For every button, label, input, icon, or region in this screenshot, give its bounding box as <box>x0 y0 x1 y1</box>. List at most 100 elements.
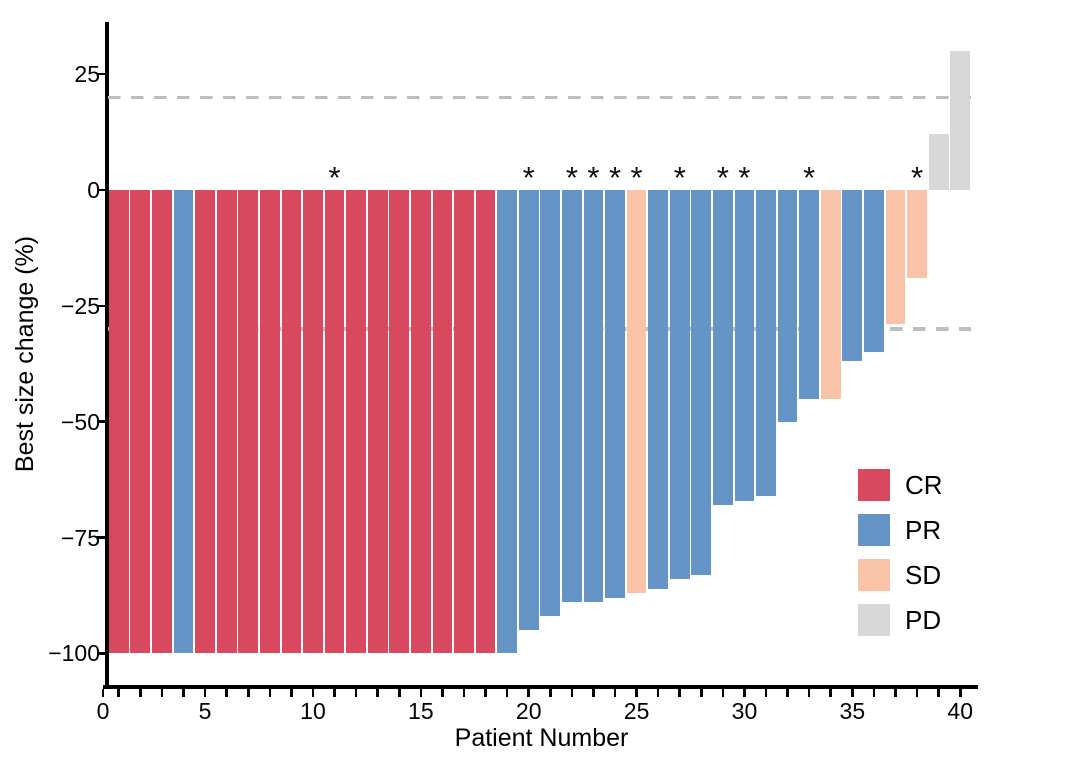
reference-line-plus20 <box>108 95 971 99</box>
x-tick-label-40: 40 <box>947 698 973 724</box>
legend-item-pr: PR <box>858 514 943 546</box>
x-tick-label-15: 15 <box>408 698 434 724</box>
bar-patient-14 <box>389 190 410 654</box>
y-tick-0 <box>97 188 105 192</box>
x-tick-40 <box>958 688 962 697</box>
significance-asterisk-patient-25: * <box>630 160 643 195</box>
bar-patient-38 <box>907 190 927 279</box>
plot-area: * * * * * * * * * * * <box>108 22 975 685</box>
x-tick-16 <box>441 688 444 697</box>
legend-item-sd: SD <box>858 559 943 591</box>
x-tick-33 <box>807 688 811 697</box>
legend-label-sd: SD <box>905 560 942 590</box>
bar-patient-33 <box>799 190 820 399</box>
y-tick-label--25: −25 <box>60 292 100 319</box>
x-tick-label-20: 20 <box>515 698 542 724</box>
y-tick-label--100: −100 <box>48 640 100 667</box>
x-tick-34 <box>829 688 833 697</box>
bar-patient-31 <box>756 190 776 496</box>
y-tick--50 <box>97 420 105 424</box>
x-tick-28 <box>700 688 703 697</box>
bar-patient-28 <box>691 190 712 575</box>
x-tick-32 <box>786 688 789 697</box>
significance-asterisk-patient-27: * <box>673 160 686 195</box>
x-tick-15 <box>419 688 423 697</box>
bar-patient-23 <box>583 190 604 603</box>
x-tick-2 <box>139 688 142 697</box>
significance-asterisk-patient-11: * <box>328 160 341 195</box>
x-tick-26 <box>656 688 660 697</box>
x-tick-6 <box>225 688 228 697</box>
x-tick-label-30: 30 <box>731 698 758 724</box>
x-tick-8 <box>268 688 272 697</box>
bar-patient-39 <box>928 134 949 190</box>
x-tick-3 <box>160 688 164 697</box>
legend-label-pr: PR <box>905 515 942 545</box>
x-tick-23 <box>592 688 595 697</box>
bar-patient-35 <box>842 190 863 362</box>
legend-swatch-cr <box>858 469 890 501</box>
significance-asterisk-patient-30: * <box>738 160 751 195</box>
significance-asterisk-patient-22: * <box>565 160 578 195</box>
legend: CR PR SD PD <box>858 469 943 649</box>
x-tick-27 <box>678 688 682 697</box>
x-tick-38 <box>915 688 919 697</box>
legend-swatch-pr <box>858 514 890 546</box>
bar-patient-18 <box>475 190 496 654</box>
x-tick-25 <box>635 688 638 697</box>
bar-patient-21 <box>540 190 561 617</box>
x-tick-label-5: 5 <box>198 698 212 724</box>
bar-patient-1 <box>108 190 129 654</box>
legend-swatch-sd <box>858 559 890 591</box>
significance-asterisk-patient-29: * <box>716 160 729 195</box>
y-tick-label--75: −75 <box>60 524 100 551</box>
bar-patient-29 <box>713 190 733 506</box>
x-tick-13 <box>376 688 379 697</box>
x-tick-30 <box>743 688 746 697</box>
bar-patient-25 <box>626 190 647 594</box>
x-tick-label-10: 10 <box>300 698 326 724</box>
x-tick-20 <box>527 688 530 697</box>
x-tick-39 <box>937 688 940 697</box>
x-tick-10 <box>311 688 315 697</box>
bar-patient-12 <box>346 190 366 654</box>
x-tick-7 <box>246 688 250 697</box>
legend-label-pd: PD <box>905 605 942 635</box>
significance-asterisk-patient-20: * <box>522 160 535 195</box>
x-tick-31 <box>764 688 768 697</box>
bar-patient-11 <box>324 190 345 654</box>
x-tick-18 <box>484 688 487 697</box>
x-tick-29 <box>721 688 725 697</box>
y-tick-label-25: 25 <box>74 61 100 88</box>
bar-patient-16 <box>432 190 453 654</box>
bar-patient-27 <box>669 190 690 580</box>
x-axis-line <box>102 685 978 689</box>
y-axis-line <box>104 22 109 689</box>
bar-patient-10 <box>303 190 323 654</box>
bar-patient-8 <box>259 190 280 654</box>
legend-item-cr: CR <box>858 469 943 501</box>
legend-item-pd: PD <box>858 604 943 636</box>
x-tick-24 <box>613 688 617 697</box>
bar-patient-15 <box>410 190 431 654</box>
y-tick-label--50: −50 <box>60 408 100 435</box>
x-tick-1 <box>117 688 121 697</box>
x-tick-label-35: 35 <box>839 698 866 724</box>
significance-asterisk-patient-24: * <box>608 160 622 195</box>
x-tick-4 <box>182 688 185 697</box>
significance-asterisk-patient-23: * <box>587 160 600 195</box>
significance-asterisk-patient-33: * <box>803 160 816 195</box>
x-tick-12 <box>354 688 358 697</box>
x-tick-17 <box>462 688 466 697</box>
x-tick-5 <box>203 688 207 697</box>
x-tick-35 <box>851 688 854 697</box>
x-tick-22 <box>570 688 574 697</box>
x-tick-37 <box>894 688 897 697</box>
y-tick-label-0: 0 <box>87 177 100 203</box>
bar-patient-32 <box>777 190 798 422</box>
bar-patient-22 <box>561 190 582 603</box>
x-tick-19 <box>505 688 509 697</box>
bar-patient-40 <box>950 50 971 190</box>
bar-patient-19 <box>497 190 518 654</box>
bar-patient-30 <box>734 190 755 501</box>
